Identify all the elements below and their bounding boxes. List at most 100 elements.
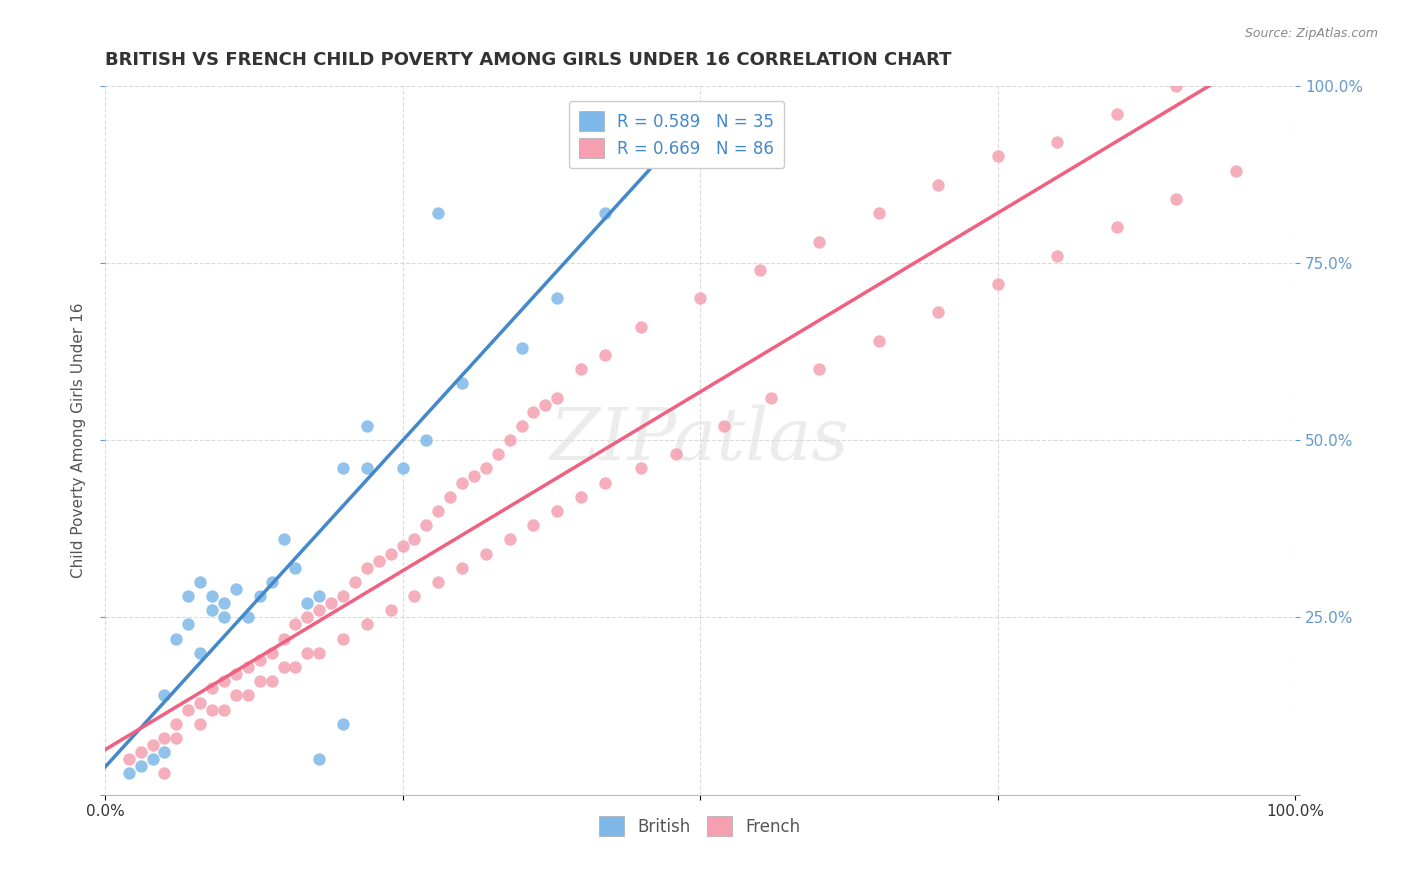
- Point: [212, 610, 235, 624]
- Point: [927, 305, 949, 319]
- Point: [522, 518, 544, 533]
- Point: [593, 475, 616, 490]
- Point: [201, 681, 224, 696]
- Point: [201, 589, 224, 603]
- Point: [273, 533, 295, 547]
- Point: [165, 731, 187, 745]
- Point: [142, 738, 165, 752]
- Point: [689, 291, 711, 305]
- Point: [297, 610, 319, 624]
- Point: [332, 716, 354, 731]
- Point: [212, 703, 235, 717]
- Point: [546, 504, 568, 518]
- Point: [630, 319, 652, 334]
- Point: [427, 206, 450, 220]
- Point: [297, 646, 319, 660]
- Point: [546, 291, 568, 305]
- Point: [1046, 249, 1069, 263]
- Point: [713, 418, 735, 433]
- Point: [987, 149, 1010, 163]
- Point: [593, 206, 616, 220]
- Point: [284, 617, 307, 632]
- Point: [1225, 163, 1247, 178]
- Point: [593, 348, 616, 362]
- Point: [236, 660, 259, 674]
- Point: [1046, 135, 1069, 149]
- Point: [129, 759, 152, 773]
- Point: [451, 376, 474, 391]
- Point: [665, 447, 688, 461]
- Point: [569, 362, 592, 376]
- Point: [534, 398, 557, 412]
- Point: [868, 206, 890, 220]
- Point: [475, 461, 498, 475]
- Point: [332, 632, 354, 646]
- Point: [308, 589, 330, 603]
- Point: [510, 418, 533, 433]
- Point: [439, 490, 461, 504]
- Point: [356, 617, 378, 632]
- Point: [367, 554, 389, 568]
- Text: BRITISH VS FRENCH CHILD POVERTY AMONG GIRLS UNDER 16 CORRELATION CHART: BRITISH VS FRENCH CHILD POVERTY AMONG GI…: [105, 51, 952, 69]
- Point: [308, 646, 330, 660]
- Point: [451, 475, 474, 490]
- Point: [332, 589, 354, 603]
- Point: [356, 461, 378, 475]
- Point: [273, 660, 295, 674]
- Point: [225, 667, 247, 681]
- Point: [475, 547, 498, 561]
- Point: [153, 745, 176, 759]
- Point: [569, 149, 592, 163]
- Point: [356, 561, 378, 575]
- Point: [249, 674, 271, 689]
- Point: [427, 504, 450, 518]
- Point: [308, 603, 330, 617]
- Point: [808, 362, 831, 376]
- Point: [404, 589, 426, 603]
- Point: [498, 433, 520, 447]
- Point: [249, 589, 271, 603]
- Point: [868, 334, 890, 348]
- Point: [118, 752, 141, 766]
- Point: [118, 766, 141, 780]
- Point: [498, 533, 520, 547]
- Point: [153, 766, 176, 780]
- Point: [297, 596, 319, 610]
- Point: [129, 745, 152, 759]
- Point: [308, 752, 330, 766]
- Point: [380, 547, 402, 561]
- Point: [463, 468, 485, 483]
- Point: [987, 277, 1010, 291]
- Point: [249, 653, 271, 667]
- Point: [415, 518, 437, 533]
- Point: [415, 433, 437, 447]
- Point: [201, 703, 224, 717]
- Point: [201, 603, 224, 617]
- Point: [212, 674, 235, 689]
- Point: [1166, 192, 1188, 206]
- Point: [188, 646, 211, 660]
- Point: [177, 703, 200, 717]
- Point: [236, 689, 259, 703]
- Point: [188, 574, 211, 589]
- Point: [332, 461, 354, 475]
- Point: [153, 689, 176, 703]
- Point: [391, 461, 413, 475]
- Point: [546, 391, 568, 405]
- Point: [177, 617, 200, 632]
- Point: [748, 263, 770, 277]
- Point: [1105, 220, 1128, 235]
- Point: [380, 603, 402, 617]
- Point: [260, 574, 283, 589]
- Text: ZIPatlas: ZIPatlas: [550, 405, 849, 475]
- Y-axis label: Child Poverty Among Girls Under 16: Child Poverty Among Girls Under 16: [72, 302, 86, 578]
- Point: [569, 490, 592, 504]
- Point: [761, 391, 783, 405]
- Point: [321, 596, 343, 610]
- Point: [188, 716, 211, 731]
- Point: [260, 646, 283, 660]
- Point: [273, 632, 295, 646]
- Point: [1166, 78, 1188, 93]
- Point: [177, 589, 200, 603]
- Point: [486, 447, 509, 461]
